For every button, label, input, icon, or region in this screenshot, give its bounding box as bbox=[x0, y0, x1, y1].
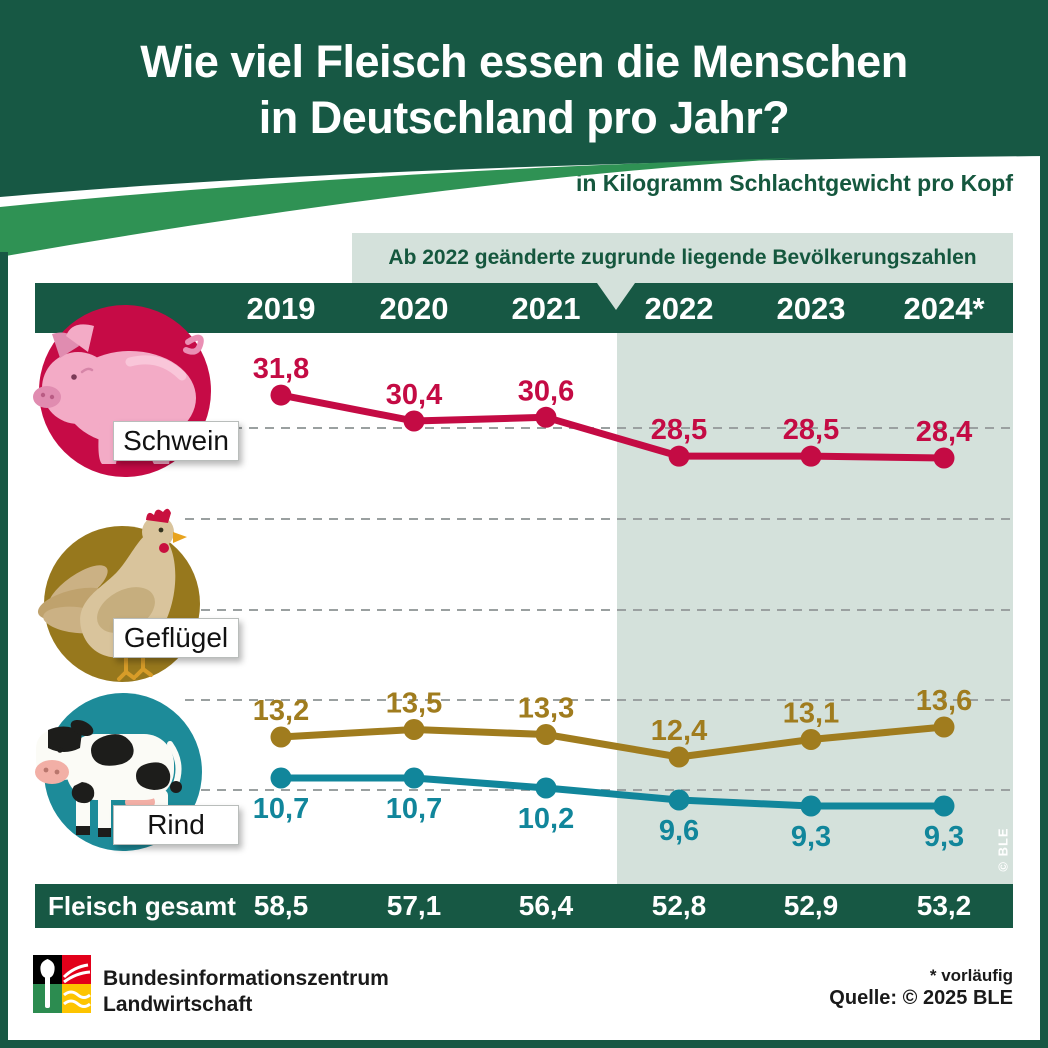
data-point-Geflügel bbox=[668, 746, 690, 768]
data-point-Rind bbox=[800, 795, 822, 817]
data-point-Rind bbox=[535, 777, 557, 799]
total-value: 58,5 bbox=[253, 890, 309, 921]
title-line2: in Deutschland pro Jahr? bbox=[258, 92, 790, 143]
header-swoosh bbox=[0, 0, 1048, 257]
data-point-Schwein bbox=[800, 445, 822, 467]
bottom-border bbox=[0, 1040, 1048, 1048]
value-label-Geflügel: 12,4 bbox=[651, 715, 707, 747]
total-row-bar: Fleisch gesamt 58,5 57,1 56,4 52,8 52,9 53,2 bbox=[35, 884, 1013, 928]
data-point-Rind bbox=[668, 789, 690, 811]
row-label-gefluegel: Geflügel bbox=[113, 618, 239, 658]
gefluegel-label-text: Geflügel bbox=[123, 622, 229, 653]
chart-subtitle: in Kilogramm Schlachtgewicht pro Kopf bbox=[575, 170, 1013, 196]
data-point-Geflügel bbox=[800, 729, 822, 750]
right-border bbox=[1040, 150, 1048, 1048]
rind-label-text: Rind bbox=[147, 809, 205, 840]
data-point-Schwein bbox=[535, 406, 557, 428]
value-label-Rind: 10,7 bbox=[386, 793, 442, 825]
series-line-Schwein bbox=[277, 391, 948, 462]
value-label-Geflügel: 13,1 bbox=[783, 698, 839, 730]
data-point-Schwein bbox=[933, 447, 955, 469]
value-label-Geflügel: 13,2 bbox=[253, 695, 309, 727]
value-label-Rind: 9,3 bbox=[791, 821, 831, 853]
value-label-Schwein: 30,4 bbox=[386, 379, 442, 411]
note-band-notch bbox=[597, 283, 635, 310]
value-label-Schwein: 31,8 bbox=[253, 353, 309, 385]
total-value: 52,8 bbox=[651, 890, 707, 921]
year-label: 2019 bbox=[246, 291, 316, 326]
schwein-label-text: Schwein bbox=[123, 425, 229, 456]
total-value: 57,1 bbox=[386, 890, 442, 921]
left-border bbox=[0, 252, 8, 1048]
total-value: 52,9 bbox=[783, 890, 839, 921]
org-line1: Bundesinformationszentrum bbox=[103, 967, 389, 990]
year-label: 2023 bbox=[776, 291, 846, 326]
data-point-Schwein bbox=[270, 384, 292, 406]
series-line-Geflügel bbox=[277, 723, 948, 761]
org-line2: Landwirtschaft bbox=[103, 993, 253, 1016]
value-label-Schwein: 30,6 bbox=[518, 375, 574, 407]
data-point-Geflügel bbox=[933, 716, 955, 738]
chicken-icon bbox=[37, 508, 200, 682]
total-value: 53,2 bbox=[916, 890, 972, 921]
preliminary-footnote: * vorläufig bbox=[929, 966, 1013, 985]
year-label: 2020 bbox=[379, 291, 449, 326]
total-value: 56,4 bbox=[518, 890, 574, 921]
title-line1: Wie viel Fleisch essen die Menschen bbox=[140, 36, 908, 87]
row-label-rind: Rind bbox=[113, 805, 239, 845]
population-note-band: Ab 2022 geänderte zugrunde liegende Bevö… bbox=[352, 233, 1013, 283]
total-row-label: Fleisch gesamt bbox=[48, 891, 236, 921]
value-label-Rind: 9,6 bbox=[659, 815, 699, 847]
value-label-Geflügel: 13,6 bbox=[916, 685, 972, 717]
value-label-Schwein: 28,5 bbox=[651, 414, 707, 446]
series-line-Rind bbox=[277, 774, 948, 810]
ble-watermark: © BLE bbox=[995, 827, 1011, 872]
data-point-Rind bbox=[270, 767, 292, 789]
year-label: 2022 bbox=[644, 291, 714, 326]
value-label-Geflügel: 13,3 bbox=[518, 693, 574, 725]
data-point-Rind bbox=[933, 795, 955, 817]
row-label-schwein: Schwein bbox=[113, 421, 239, 461]
bzl-logo bbox=[33, 955, 91, 1013]
value-label-Schwein: 28,4 bbox=[916, 416, 972, 448]
value-label-Schwein: 28,5 bbox=[783, 414, 839, 446]
consumption-line-chart: 31,8 30,4 30,6 28,5 28,5 28,4 13,2 13,5 13,3 12,4… bbox=[185, 353, 1013, 853]
data-point-Geflügel bbox=[535, 724, 557, 745]
year-label: 2021 bbox=[511, 291, 581, 326]
data-point-Geflügel bbox=[270, 726, 292, 748]
page-title: Wie viel Fleisch essen die Menschen in D… bbox=[0, 34, 1048, 146]
value-label-Rind: 10,2 bbox=[518, 803, 574, 835]
data-point-Geflügel bbox=[403, 719, 425, 740]
data-point-Schwein bbox=[668, 445, 690, 467]
source-credit: Quelle: © 2025 BLE bbox=[829, 987, 1013, 1009]
year-label: 2024* bbox=[903, 291, 985, 326]
value-label-Rind: 10,7 bbox=[253, 793, 309, 825]
data-point-Rind bbox=[403, 767, 425, 789]
data-point-Schwein bbox=[403, 410, 425, 432]
org-name: Bundesinformationszentrum Landwirtschaft bbox=[103, 966, 389, 1018]
year-header-bar: 2019 2020 2021 2022 2023 2024* bbox=[35, 283, 1013, 333]
value-label-Rind: 9,3 bbox=[924, 821, 964, 853]
value-label-Geflügel: 13,5 bbox=[386, 688, 442, 720]
